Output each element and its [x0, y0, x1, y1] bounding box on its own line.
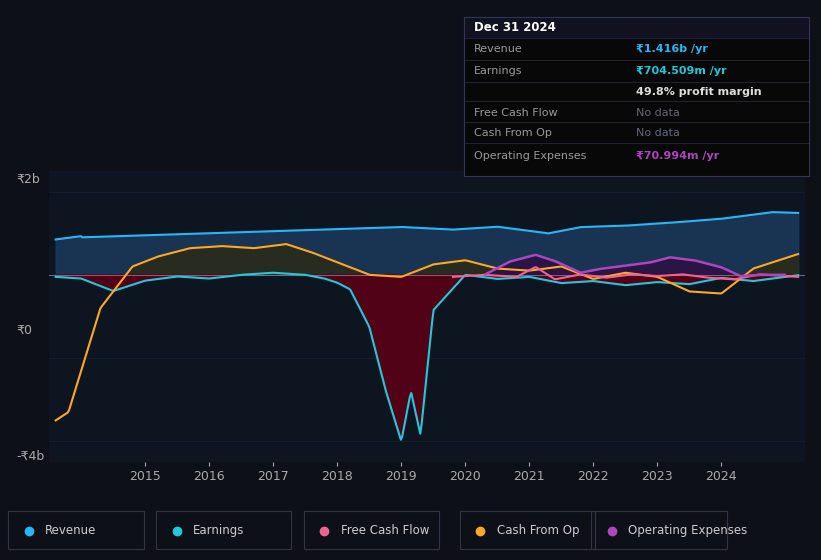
Text: Dec 31 2024: Dec 31 2024: [475, 21, 556, 34]
Text: No data: No data: [636, 128, 680, 138]
Text: 49.8% profit margin: 49.8% profit margin: [636, 87, 762, 97]
Bar: [460, 511, 595, 549]
Bar: [464, 17, 809, 38]
Text: Revenue: Revenue: [475, 44, 523, 54]
Text: Revenue: Revenue: [45, 524, 97, 537]
Text: ₹0: ₹0: [16, 324, 32, 337]
Text: Cash From Op: Cash From Op: [475, 128, 552, 138]
Text: ₹704.509m /yr: ₹704.509m /yr: [636, 66, 727, 76]
Text: -₹4b: -₹4b: [16, 450, 44, 463]
Text: Operating Expenses: Operating Expenses: [475, 151, 586, 161]
Text: Operating Expenses: Operating Expenses: [628, 524, 747, 537]
Text: Free Cash Flow: Free Cash Flow: [475, 108, 557, 118]
Text: Earnings: Earnings: [475, 66, 523, 76]
Text: Earnings: Earnings: [193, 524, 245, 537]
Text: ₹70.994m /yr: ₹70.994m /yr: [636, 151, 719, 161]
Bar: [156, 511, 291, 549]
Text: Free Cash Flow: Free Cash Flow: [341, 524, 429, 537]
Text: No data: No data: [636, 108, 680, 118]
Text: ₹1.416b /yr: ₹1.416b /yr: [636, 44, 709, 54]
Bar: [8, 511, 144, 549]
Text: Cash From Op: Cash From Op: [497, 524, 579, 537]
Bar: [304, 511, 439, 549]
Bar: [591, 511, 727, 549]
Text: ₹2b: ₹2b: [16, 172, 40, 186]
